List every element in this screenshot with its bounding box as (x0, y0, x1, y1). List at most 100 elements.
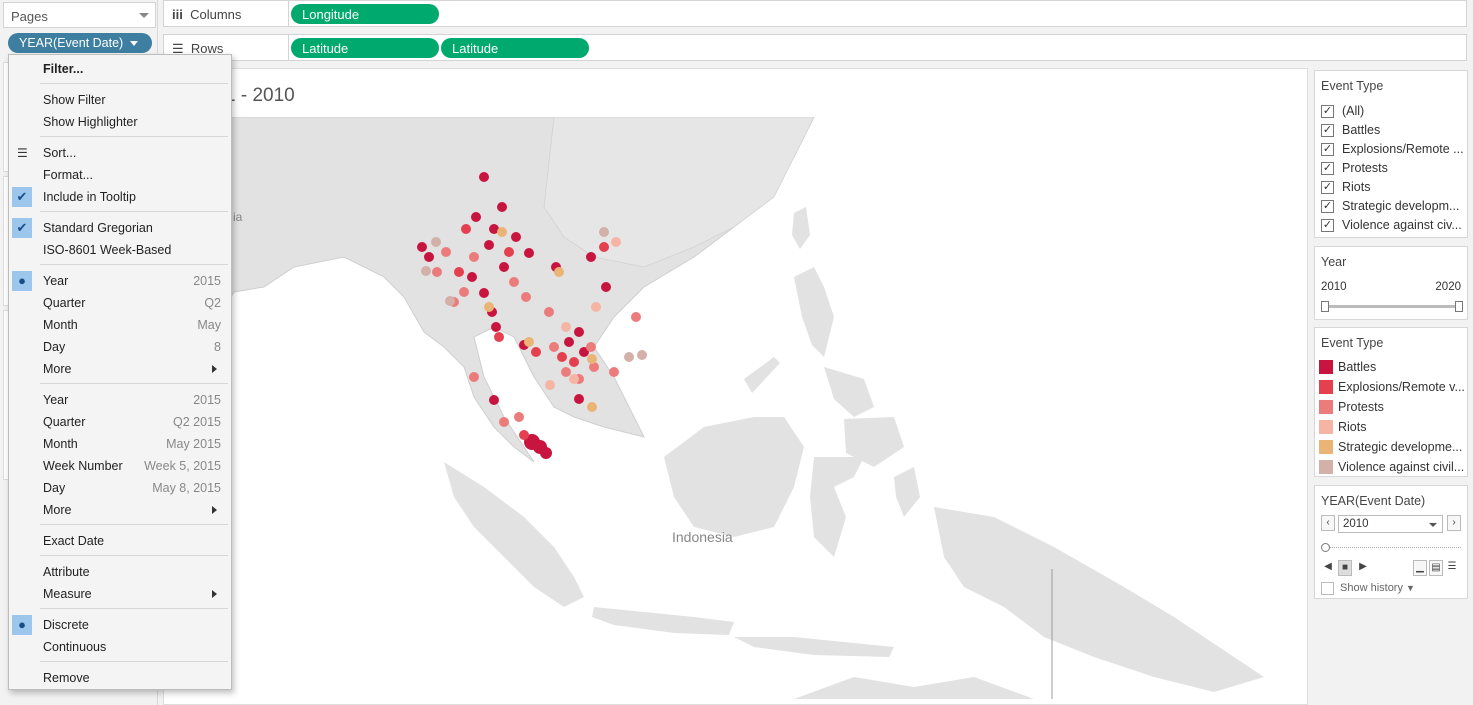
menu-exact-quarter[interactable]: Quarter Q2 2015 (9, 411, 231, 433)
checkbox-icon[interactable]: ✓ (1321, 200, 1334, 213)
menu-exact-date[interactable]: Exact Date (9, 530, 231, 552)
menu-discrete-quarter[interactable]: Quarter Q2 (9, 292, 231, 314)
menu-exact-month[interactable]: Month May 2015 (9, 433, 231, 455)
next-page-button[interactable]: › (1447, 515, 1461, 531)
filter-item-strategic[interactable]: ✓ Strategic developm... (1321, 198, 1467, 216)
year-range-track[interactable] (1325, 305, 1459, 308)
taiwan (792, 207, 810, 249)
menu-discrete-month[interactable]: Month May (9, 314, 231, 336)
menu-item-label: ISO-8601 Week-Based (43, 243, 172, 257)
legend-swatch (1319, 380, 1333, 394)
menu-item-label: Year (43, 393, 69, 407)
menu-discrete[interactable]: ● Discrete (9, 614, 231, 636)
philippines-luzon (794, 267, 834, 357)
menu-exact-more[interactable]: More (9, 499, 231, 521)
speed-medium-icon[interactable]: ▤ (1429, 560, 1443, 576)
menu-remove[interactable]: Remove (9, 667, 231, 689)
menu-exact-year[interactable]: Year 2015 (9, 389, 231, 411)
filter-item-label: Violence against civ... (1342, 218, 1462, 232)
menu-discrete-day[interactable]: Day 8 (9, 336, 231, 358)
shelf-divider (288, 35, 289, 60)
page-slider-track[interactable] (1325, 547, 1461, 548)
palawan (744, 357, 780, 393)
menu-discrete-year[interactable]: ● Year 2015 (9, 270, 231, 292)
legend-item-violence[interactable]: Violence against civil... (1319, 458, 1469, 478)
year-min-label: 2010 (1321, 281, 1347, 293)
menu-item-value: Q2 (204, 296, 221, 310)
pill-dropdown-icon[interactable] (130, 41, 138, 46)
stop-icon[interactable]: ■ (1338, 560, 1352, 576)
longitude-pill[interactable]: Longitude (291, 4, 439, 24)
latitude-pill[interactable]: Latitude (441, 38, 589, 58)
menu-standard-gregorian[interactable]: ✔ Standard Gregorian (9, 217, 231, 239)
menu-measure[interactable]: Measure (9, 583, 231, 605)
checkbox-icon[interactable]: ✓ (1321, 181, 1334, 194)
legend-item-protests[interactable]: Protests (1319, 398, 1469, 418)
latitude-pill[interactable]: Latitude (291, 38, 439, 58)
menu-attribute[interactable]: Attribute (9, 561, 231, 583)
menu-format[interactable]: Format... (9, 164, 231, 186)
menu-discrete-more[interactable]: More (9, 358, 231, 380)
checkbox-icon[interactable]: ✓ (1321, 124, 1334, 137)
menu-item-label: More (43, 362, 72, 376)
filter-item-protests[interactable]: ✓ Protests (1321, 160, 1467, 178)
menu-separator (40, 136, 228, 137)
menu-exact-day[interactable]: Day May 8, 2015 (9, 477, 231, 499)
speed-fast-icon[interactable]: ☰ (1447, 561, 1457, 572)
sulawesi (810, 457, 864, 557)
show-history-checkbox[interactable] (1321, 582, 1334, 595)
menu-item-label: Show Filter (43, 93, 106, 107)
checkbox-icon[interactable]: ✓ (1321, 105, 1334, 118)
menu-separator (40, 264, 228, 265)
menu-separator (40, 555, 228, 556)
chevron-down-icon[interactable] (139, 13, 149, 18)
play-forward-icon[interactable]: ▶ (1359, 561, 1367, 572)
columns-shelf-label: iii Columns (172, 7, 241, 22)
menu-sort[interactable]: ☰ Sort... (9, 142, 231, 164)
page-select[interactable]: 2010 (1338, 515, 1443, 533)
menu-exact-week[interactable]: Week Number Week 5, 2015 (9, 455, 231, 477)
menu-include-tooltip[interactable]: ✔ Include in Tooltip (9, 186, 231, 208)
map-view[interactable]: Indonesia ia (174, 117, 1300, 699)
year-event-date-pill[interactable]: YEAR(Event Date) (8, 33, 152, 53)
menu-filter[interactable]: Filter... (9, 58, 231, 80)
checkbox-icon[interactable]: ✓ (1321, 219, 1334, 232)
pill-label: Latitude (452, 41, 499, 56)
moluccas (894, 467, 920, 517)
menu-separator (40, 211, 228, 212)
legend-label: Explosions/Remote v... (1338, 380, 1465, 394)
menu-show-filter[interactable]: Show Filter (9, 89, 231, 111)
menu-item-label: Continuous (43, 640, 107, 654)
legend-item-strategic[interactable]: Strategic developme... (1319, 438, 1469, 458)
checkbox-icon[interactable]: ✓ (1321, 143, 1334, 156)
legend-item-explosions[interactable]: Explosions/Remote v... (1319, 378, 1469, 398)
menu-item-label: Week Number (43, 459, 123, 473)
show-history-label[interactable]: Show history ▼ (1340, 582, 1415, 594)
filter-item-label: (All) (1342, 104, 1365, 118)
play-backward-icon[interactable]: ◀ (1324, 561, 1332, 572)
filter-item-riots[interactable]: ✓ Riots (1321, 179, 1467, 197)
filter-item-label: Explosions/Remote ... (1342, 142, 1464, 156)
checkbox-icon[interactable]: ✓ (1321, 162, 1334, 175)
filter-item-explosions[interactable]: ✓ Explosions/Remote ... (1321, 141, 1467, 159)
legend-item-riots[interactable]: Riots (1319, 418, 1469, 438)
filter-item-violence[interactable]: ✓ Violence against civ... (1321, 217, 1467, 235)
year-filter-title: Year (1321, 255, 1347, 269)
filter-item-battles[interactable]: ✓ Battles (1321, 122, 1467, 140)
menu-item-label: Month (43, 318, 78, 332)
chevron-down-icon[interactable] (1429, 523, 1437, 527)
pages-shelf-header[interactable]: Pages (3, 2, 156, 28)
menu-iso-week[interactable]: ISO-8601 Week-Based (9, 239, 231, 261)
year-range-min-handle[interactable] (1321, 301, 1329, 312)
menu-show-highlighter[interactable]: Show Highlighter (9, 111, 231, 133)
menu-item-label: Quarter (43, 415, 86, 429)
year-range-max-handle[interactable] (1455, 301, 1463, 312)
legend-item-battles[interactable]: Battles (1319, 358, 1469, 378)
prev-page-button[interactable]: ‹ (1321, 515, 1335, 531)
chevron-down-icon: ▼ (1406, 583, 1415, 593)
speed-slow-icon[interactable]: ▁ (1413, 560, 1427, 576)
menu-continuous[interactable]: Continuous (9, 636, 231, 658)
filter-item-all[interactable]: ✓ (All) (1321, 103, 1467, 121)
page-slider-handle[interactable] (1321, 543, 1330, 552)
menu-item-label: Day (43, 340, 66, 354)
